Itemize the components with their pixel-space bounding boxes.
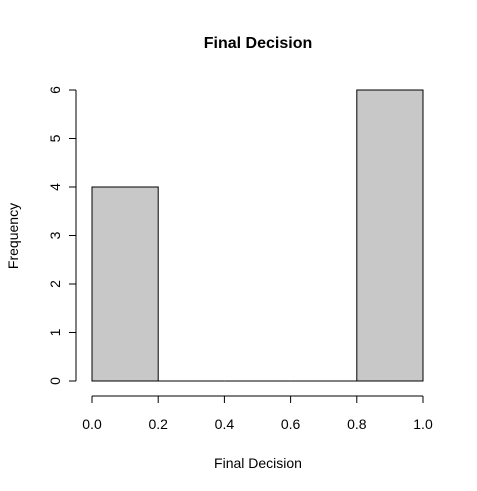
y-tick-label: 2 xyxy=(47,280,63,288)
chart-title: Final Decision xyxy=(204,35,312,52)
x-tick-label: 0.6 xyxy=(281,416,301,432)
x-tick-label: 0.2 xyxy=(148,416,168,432)
bars xyxy=(91,89,424,382)
x-tick-label: 0.8 xyxy=(347,416,367,432)
y-tick-label: 1 xyxy=(47,328,63,336)
x-axis-label: Final Decision xyxy=(214,455,302,471)
histogram-bar-4 xyxy=(356,89,424,382)
x-tick-label: 1.0 xyxy=(413,416,433,432)
y-tick-label: 3 xyxy=(47,231,63,239)
x-axis: 0.0 0.2 0.4 0.6 0.8 1.0 xyxy=(82,395,433,432)
y-tick-label: 0 xyxy=(47,377,63,385)
y-axis: 0 1 2 3 4 5 6 xyxy=(47,86,77,385)
x-tick-label: 0.0 xyxy=(82,416,102,432)
x-tick-label: 0.4 xyxy=(215,416,235,432)
y-tick-label: 5 xyxy=(47,134,63,142)
y-tick-label: 4 xyxy=(47,183,63,191)
histogram-bar-0 xyxy=(91,186,159,382)
y-axis-label: Frequency xyxy=(5,203,21,269)
y-tick-label: 6 xyxy=(47,86,63,94)
